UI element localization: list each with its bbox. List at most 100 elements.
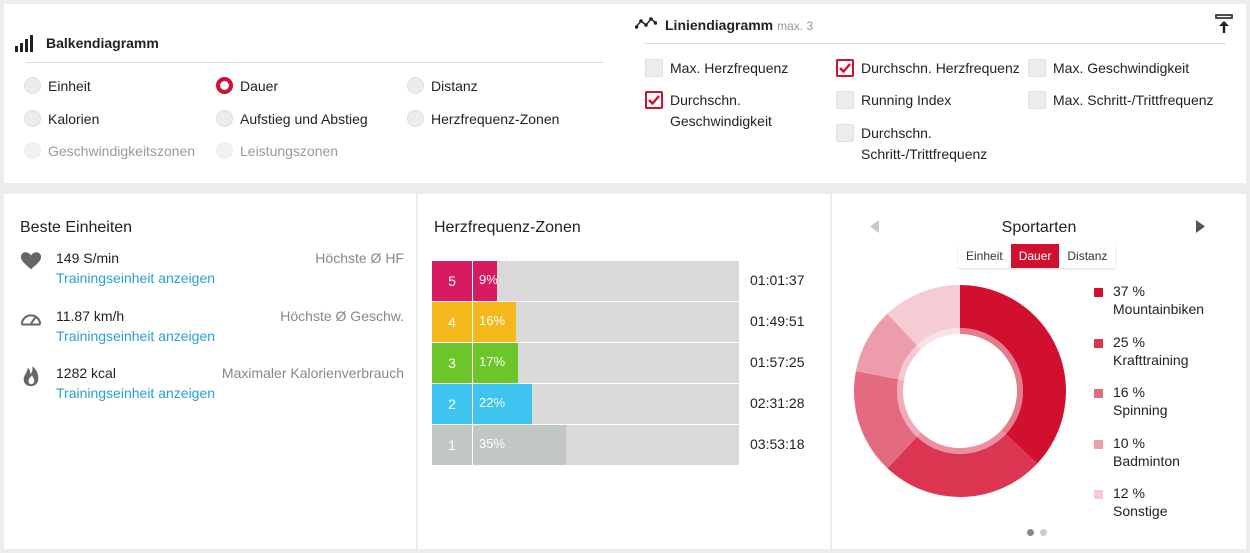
sports-metric-tabs: Einheit Dauer Distanz: [958, 244, 1116, 268]
view-session-link[interactable]: Trainingseinheit anzeigen: [56, 328, 216, 344]
view-session-link[interactable]: Trainingseinheit anzeigen: [56, 270, 216, 286]
bar-option-label: Aufstieg und Abstieg: [240, 111, 368, 127]
bar-option-radio[interactable]: Distanz: [407, 77, 478, 95]
radio-icon: [216, 110, 233, 127]
radio-icon: [24, 77, 41, 94]
donut-inner-ring: [916, 430, 1006, 454]
bar-option-radio: Geschwindigkeitszonen: [24, 142, 195, 160]
best-unit-value: 149 S/min: [56, 250, 120, 266]
bar-option-radio: Leistungszonen: [216, 142, 339, 160]
prev-arrow-icon[interactable]: [870, 220, 880, 233]
line-option-label: Durchschn. Herzfrequenz: [861, 60, 1020, 76]
tab-dauer[interactable]: Dauer: [1010, 244, 1060, 268]
legend-swatch: [1094, 389, 1103, 398]
sports-donut-chart: [854, 285, 1066, 497]
zone-bar-track: 16%: [473, 302, 739, 342]
line-chart-title-text: Liniendiagramm: [665, 17, 774, 33]
zone-bar-fill: [473, 343, 518, 383]
zone-bar-track: 17%: [473, 343, 739, 383]
bar-option-label: Dauer: [240, 78, 279, 94]
legend-swatch: [1094, 439, 1103, 449]
donut-slice[interactable]: [960, 285, 1066, 464]
bar-option-radio[interactable]: Aufstieg und Abstieg: [216, 110, 368, 128]
best-unit-row: 1282 kcal Maximaler Kalorienverbrauch Tr…: [20, 365, 404, 411]
divider: [644, 43, 1226, 44]
zone-number: 2: [432, 384, 472, 424]
best-unit-caption: Höchste Ø HF: [315, 250, 404, 266]
checkbox-icon: [1028, 59, 1046, 77]
line-option-label: Max. Geschwindigkeit: [1053, 60, 1190, 76]
tab-einheit[interactable]: Einheit: [958, 244, 1011, 268]
line-option-checkbox[interactable]: Durchschn. Geschwindigkeit: [645, 91, 772, 132]
zone-bar-track: 35%: [473, 425, 739, 465]
zone-percent: 9%: [479, 272, 498, 287]
legend-percent: 10 %: [1113, 434, 1145, 451]
best-unit-value: 11.87 km/h: [56, 308, 125, 324]
next-arrow-icon[interactable]: [1195, 220, 1205, 233]
zone-percent: 16%: [479, 313, 506, 328]
zone-row: 2 22% 02:31:28: [432, 384, 812, 424]
tab-distanz[interactable]: Distanz: [1059, 244, 1116, 268]
checkbox-icon: [1028, 91, 1046, 109]
line-option-label: Max. Herzfrequenz: [670, 60, 789, 76]
bar-option-label: Leistungszonen: [240, 143, 339, 159]
donut-slice[interactable]: [887, 434, 1038, 497]
checkbox-icon: [645, 59, 663, 77]
line-option-checkbox[interactable]: Max. Schritt-/Trittfrequenz: [1028, 91, 1214, 111]
zone-number: 5: [432, 261, 472, 301]
pin-icon[interactable]: [1215, 14, 1233, 34]
legend-name: Krafttraining: [1113, 351, 1189, 368]
zone-number: 1: [432, 425, 472, 465]
checkbox-icon: [836, 124, 854, 142]
flame-icon: [23, 366, 39, 387]
legend-name: Badminton: [1113, 452, 1180, 469]
line-option-checkbox[interactable]: Running Index: [836, 91, 951, 111]
bar-option-label: Einheit: [48, 78, 91, 94]
zone-percent: 35%: [479, 436, 506, 451]
zone-row: 3 17% 01:57:25: [432, 343, 812, 383]
donut-inner-ring: [916, 328, 960, 350]
legend-percent: 25 %: [1113, 333, 1145, 350]
checkbox-checked-icon: [645, 91, 663, 109]
legend-swatch: [1094, 490, 1103, 499]
pager-dot-active[interactable]: [1027, 529, 1034, 536]
zone-bar-fill: [473, 384, 532, 424]
best-unit-caption: Maximaler Kalorienverbrauch: [221, 365, 404, 381]
zone-row: 5 9% 01:01:37: [432, 261, 812, 301]
radio-icon: [24, 142, 41, 159]
bar-option-radio[interactable]: Herzfrequenz-Zonen: [407, 110, 560, 128]
line-option-label: Durchschn. Geschwindigkeit: [670, 92, 772, 129]
best-unit-row: 149 S/min Höchste Ø HF Trainingseinheit …: [20, 250, 404, 296]
donut-slice[interactable]: [887, 285, 960, 346]
radio-selected-icon: [216, 77, 233, 94]
bar-option-radio[interactable]: Kalorien: [24, 110, 100, 128]
donut-inner-ring: [898, 345, 921, 381]
zone-time: 02:31:28: [750, 395, 805, 411]
zone-bar-track: 9%: [473, 261, 739, 301]
bar-option-label: Distanz: [431, 78, 478, 94]
bar-option-radio[interactable]: Dauer: [216, 77, 279, 95]
line-option-label: Durchschn. Schritt-/Trittfrequenz: [861, 125, 988, 162]
best-unit-value: 1282 kcal: [56, 365, 116, 381]
legend-swatch: [1094, 338, 1103, 348]
bar-option-label: Herzfrequenz-Zonen: [431, 111, 560, 127]
bar-option-radio[interactable]: Einheit: [24, 77, 91, 95]
line-option-checkbox[interactable]: Max. Herzfrequenz: [645, 59, 789, 79]
donut-slice[interactable]: [855, 313, 917, 380]
bar-chart-icon: [15, 35, 33, 52]
bar-chart-title: Balkendiagramm: [46, 35, 159, 51]
max-note: max. 3: [777, 19, 814, 33]
heart-icon: [20, 252, 42, 270]
view-session-link[interactable]: Trainingseinheit anzeigen: [56, 385, 216, 401]
donut-slice[interactable]: [854, 371, 917, 469]
sports-panel: Sportarten Einheit Dauer Distanz 37 % Mou…: [832, 194, 1246, 549]
line-option-checkbox[interactable]: Durchschn. Schritt-/Trittfrequenz: [836, 124, 988, 165]
best-unit-caption: Höchste Ø Geschw.: [280, 308, 404, 324]
bar-option-label: Kalorien: [48, 111, 100, 127]
line-option-checkbox[interactable]: Max. Geschwindigkeit: [1028, 59, 1190, 79]
zone-row: 1 35% 03:53:18: [432, 425, 812, 465]
legend-percent: 37 %: [1113, 283, 1145, 299]
zone-bar-fill: [473, 261, 497, 301]
pager-dot[interactable]: [1040, 529, 1047, 536]
line-option-checkbox[interactable]: Durchschn. Herzfrequenz: [836, 59, 1020, 79]
